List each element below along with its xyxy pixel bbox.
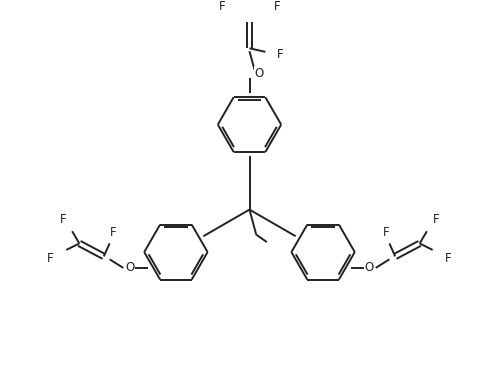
Text: O: O [254, 67, 263, 80]
Text: F: F [433, 213, 440, 226]
Text: F: F [110, 226, 116, 239]
Text: F: F [445, 252, 452, 265]
Text: F: F [47, 252, 54, 265]
Text: F: F [273, 0, 280, 13]
Text: F: F [219, 0, 226, 13]
Text: F: F [59, 213, 66, 226]
Text: O: O [365, 262, 374, 274]
Text: F: F [383, 226, 389, 239]
Text: O: O [125, 262, 134, 274]
Text: F: F [276, 48, 283, 60]
